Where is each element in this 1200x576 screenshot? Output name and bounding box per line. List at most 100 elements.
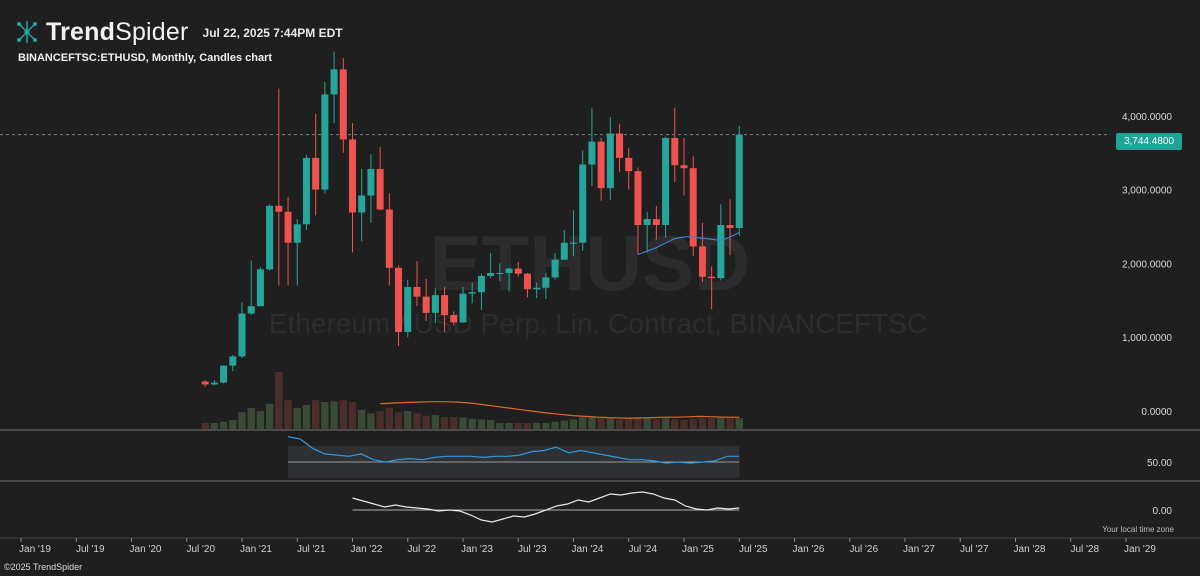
candle xyxy=(570,210,577,257)
candle xyxy=(496,263,504,282)
candle xyxy=(367,154,375,223)
candle xyxy=(422,278,430,321)
x-tick-label: Jan '22 xyxy=(351,544,383,555)
volume-bar xyxy=(735,418,743,429)
x-tick-label: Jan '27 xyxy=(903,544,935,555)
candle-body xyxy=(625,157,633,172)
x-tick-label: Jan '28 xyxy=(1014,544,1046,555)
candle xyxy=(560,230,568,260)
volume-bar xyxy=(293,408,301,429)
volume-bar xyxy=(671,419,679,429)
candle xyxy=(625,148,633,190)
candle-body xyxy=(533,287,541,290)
candle-body xyxy=(588,141,596,165)
candle xyxy=(266,204,274,271)
volume-bar xyxy=(698,418,707,429)
candle-body xyxy=(385,209,393,268)
volume-bar xyxy=(505,423,513,429)
rsi-line xyxy=(287,436,740,464)
overlays xyxy=(637,231,740,256)
y-tick-label: 2,000.0000 xyxy=(1122,259,1172,270)
volume-bar xyxy=(229,420,237,429)
candles xyxy=(201,51,743,387)
candle xyxy=(431,288,439,324)
candle-body xyxy=(284,211,292,243)
candle-body xyxy=(496,272,504,274)
candle-body xyxy=(459,293,467,323)
candle xyxy=(450,311,458,326)
candle xyxy=(376,146,384,211)
candle xyxy=(275,88,283,286)
volume-bar xyxy=(275,372,283,429)
oscillator-level-label: 0.00 xyxy=(1153,506,1173,517)
volume-bar xyxy=(625,418,633,429)
candle xyxy=(487,253,495,279)
volume-bar xyxy=(367,413,375,429)
volume-bar xyxy=(477,419,486,429)
candle-body xyxy=(201,381,209,385)
brand-bold: Trend xyxy=(46,17,116,46)
x-tick-label: Jan '21 xyxy=(240,544,272,555)
candle-body xyxy=(220,365,228,383)
candle-body xyxy=(395,267,403,333)
candle-body xyxy=(422,296,430,313)
candle xyxy=(459,287,467,324)
x-tick-label: Jul '22 xyxy=(407,544,436,555)
oscillator-panel: 0.00 xyxy=(352,491,1173,523)
volume-bar xyxy=(523,423,532,429)
candle-body xyxy=(671,137,679,166)
candle-body xyxy=(717,225,725,279)
candle xyxy=(662,136,670,238)
candle-body xyxy=(579,164,587,243)
candle-body xyxy=(680,165,688,169)
candle xyxy=(238,302,246,358)
volume-bar xyxy=(413,413,421,429)
volume-bar xyxy=(717,417,725,429)
volume-bar xyxy=(256,411,265,429)
candle xyxy=(256,267,264,307)
candle xyxy=(358,168,366,242)
candle-body xyxy=(321,94,329,190)
rsi-panel: 50.00 xyxy=(287,436,1172,479)
volume-bar xyxy=(615,419,624,429)
candle-body xyxy=(450,315,458,323)
volume-ma-line xyxy=(380,401,740,419)
x-tick-label: Jan '20 xyxy=(130,544,162,555)
volume-bar xyxy=(707,418,716,429)
volume-bar xyxy=(579,417,587,429)
candle-body xyxy=(689,168,697,247)
volume-bar xyxy=(330,401,338,429)
candle xyxy=(312,113,320,216)
candle xyxy=(523,272,531,298)
candle-body xyxy=(266,205,274,270)
brand-light: Spider xyxy=(115,17,189,46)
x-tick-label: Jul '20 xyxy=(186,544,215,555)
candle xyxy=(302,154,310,231)
volume-bars xyxy=(201,372,743,429)
candle-body xyxy=(643,219,651,226)
x-tick-label: Jan '29 xyxy=(1124,544,1156,555)
candle-body xyxy=(698,246,706,277)
x-tick-label: Jul '21 xyxy=(297,544,326,555)
candle xyxy=(606,117,614,200)
volume-bar xyxy=(597,417,605,429)
volume-bar xyxy=(560,420,568,429)
candle xyxy=(321,81,329,194)
candle xyxy=(505,267,513,292)
volume-bar xyxy=(468,418,476,429)
x-tick-label: Jan '25 xyxy=(682,544,714,555)
candle-body xyxy=(551,259,559,278)
volume-bar xyxy=(394,412,403,429)
candle-body xyxy=(652,219,660,226)
volume-bar xyxy=(588,415,596,429)
y-tick-label: 0.0000 xyxy=(1141,407,1172,418)
brand-logo: TrendSpider xyxy=(46,18,189,47)
y-tick-label: 3,000.0000 xyxy=(1122,186,1172,197)
candle-body xyxy=(441,295,449,316)
copyright: ©2025 TrendSpider xyxy=(4,562,83,572)
x-tick-label: Jan '26 xyxy=(793,544,825,555)
local-time-zone-note[interactable]: Your local time zone xyxy=(1102,525,1174,534)
volume-bar xyxy=(431,415,440,429)
